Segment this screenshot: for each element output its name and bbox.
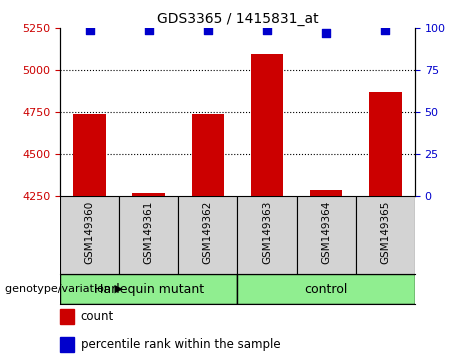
Text: GSM149364: GSM149364 [321,200,331,264]
Text: GSM149361: GSM149361 [144,200,154,264]
Text: control: control [304,283,348,296]
Point [382,27,389,33]
Point [86,27,93,33]
Bar [237,196,296,274]
Bar [60,337,74,352]
Text: GSM149360: GSM149360 [84,200,95,264]
Bar [119,196,178,274]
Point [204,27,212,33]
Text: GSM149365: GSM149365 [380,200,390,264]
Text: GSM149362: GSM149362 [203,200,213,264]
Text: GSM149363: GSM149363 [262,200,272,264]
Text: genotype/variation ▶: genotype/variation ▶ [5,284,123,295]
Bar [356,196,415,274]
Text: count: count [81,310,114,323]
Text: Harlequin mutant: Harlequin mutant [94,283,204,296]
Title: GDS3365 / 1415831_at: GDS3365 / 1415831_at [157,12,318,26]
Bar [60,196,119,274]
Bar [60,274,237,304]
Bar [60,309,74,324]
Bar [132,193,165,196]
Bar [237,274,415,304]
Bar [73,114,106,196]
Point [263,27,271,33]
Bar [178,196,237,274]
Bar [310,190,343,196]
Bar [251,53,283,196]
Bar [192,114,224,196]
Point [145,27,152,33]
Text: percentile rank within the sample: percentile rank within the sample [81,338,280,350]
Point [322,30,330,36]
Bar [296,196,356,274]
Bar [369,92,402,196]
